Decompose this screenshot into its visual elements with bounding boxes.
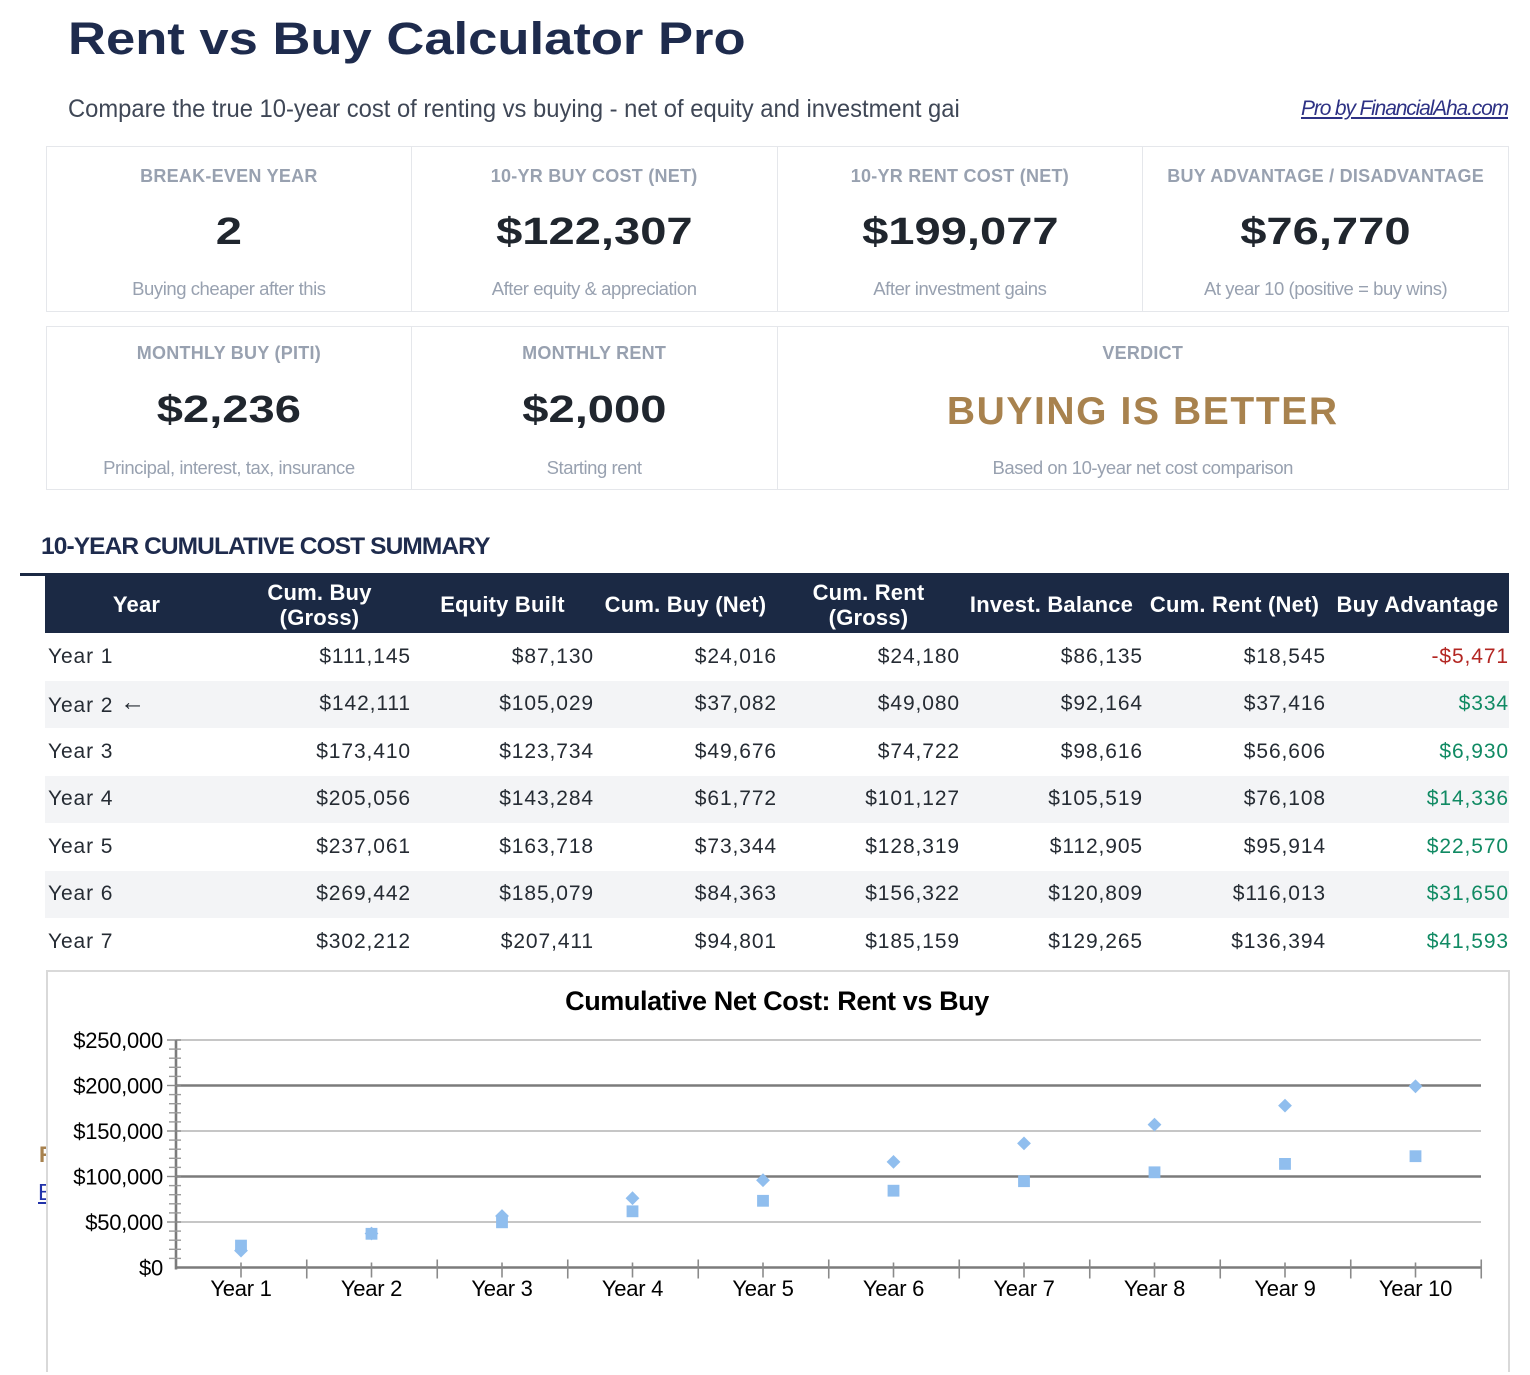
svg-text:$0: $0: [139, 1256, 163, 1281]
svg-text:Year 8: Year 8: [1124, 1276, 1185, 1301]
svg-text:Year 7: Year 7: [993, 1276, 1054, 1301]
svg-text:Cumulative Net Cost: Rent vs B: Cumulative Net Cost: Rent vs Buy: [565, 986, 989, 1016]
svg-text:Year 1: Year 1: [210, 1276, 271, 1301]
svg-text:Year 2: Year 2: [341, 1276, 402, 1301]
svg-text:Year 10: Year 10: [1379, 1276, 1452, 1301]
svg-text:$150,000: $150,000: [73, 1119, 163, 1144]
svg-text:$50,000: $50,000: [85, 1210, 163, 1235]
svg-text:$100,000: $100,000: [73, 1165, 163, 1190]
svg-text:Year 3: Year 3: [471, 1276, 532, 1301]
svg-text:$250,000: $250,000: [73, 1028, 163, 1053]
svg-text:$200,000: $200,000: [73, 1074, 163, 1099]
svg-text:Year 5: Year 5: [732, 1276, 793, 1301]
svg-text:Year 6: Year 6: [863, 1276, 924, 1301]
svg-text:Year 4: Year 4: [602, 1276, 663, 1301]
svg-text:Year 9: Year 9: [1254, 1276, 1315, 1301]
